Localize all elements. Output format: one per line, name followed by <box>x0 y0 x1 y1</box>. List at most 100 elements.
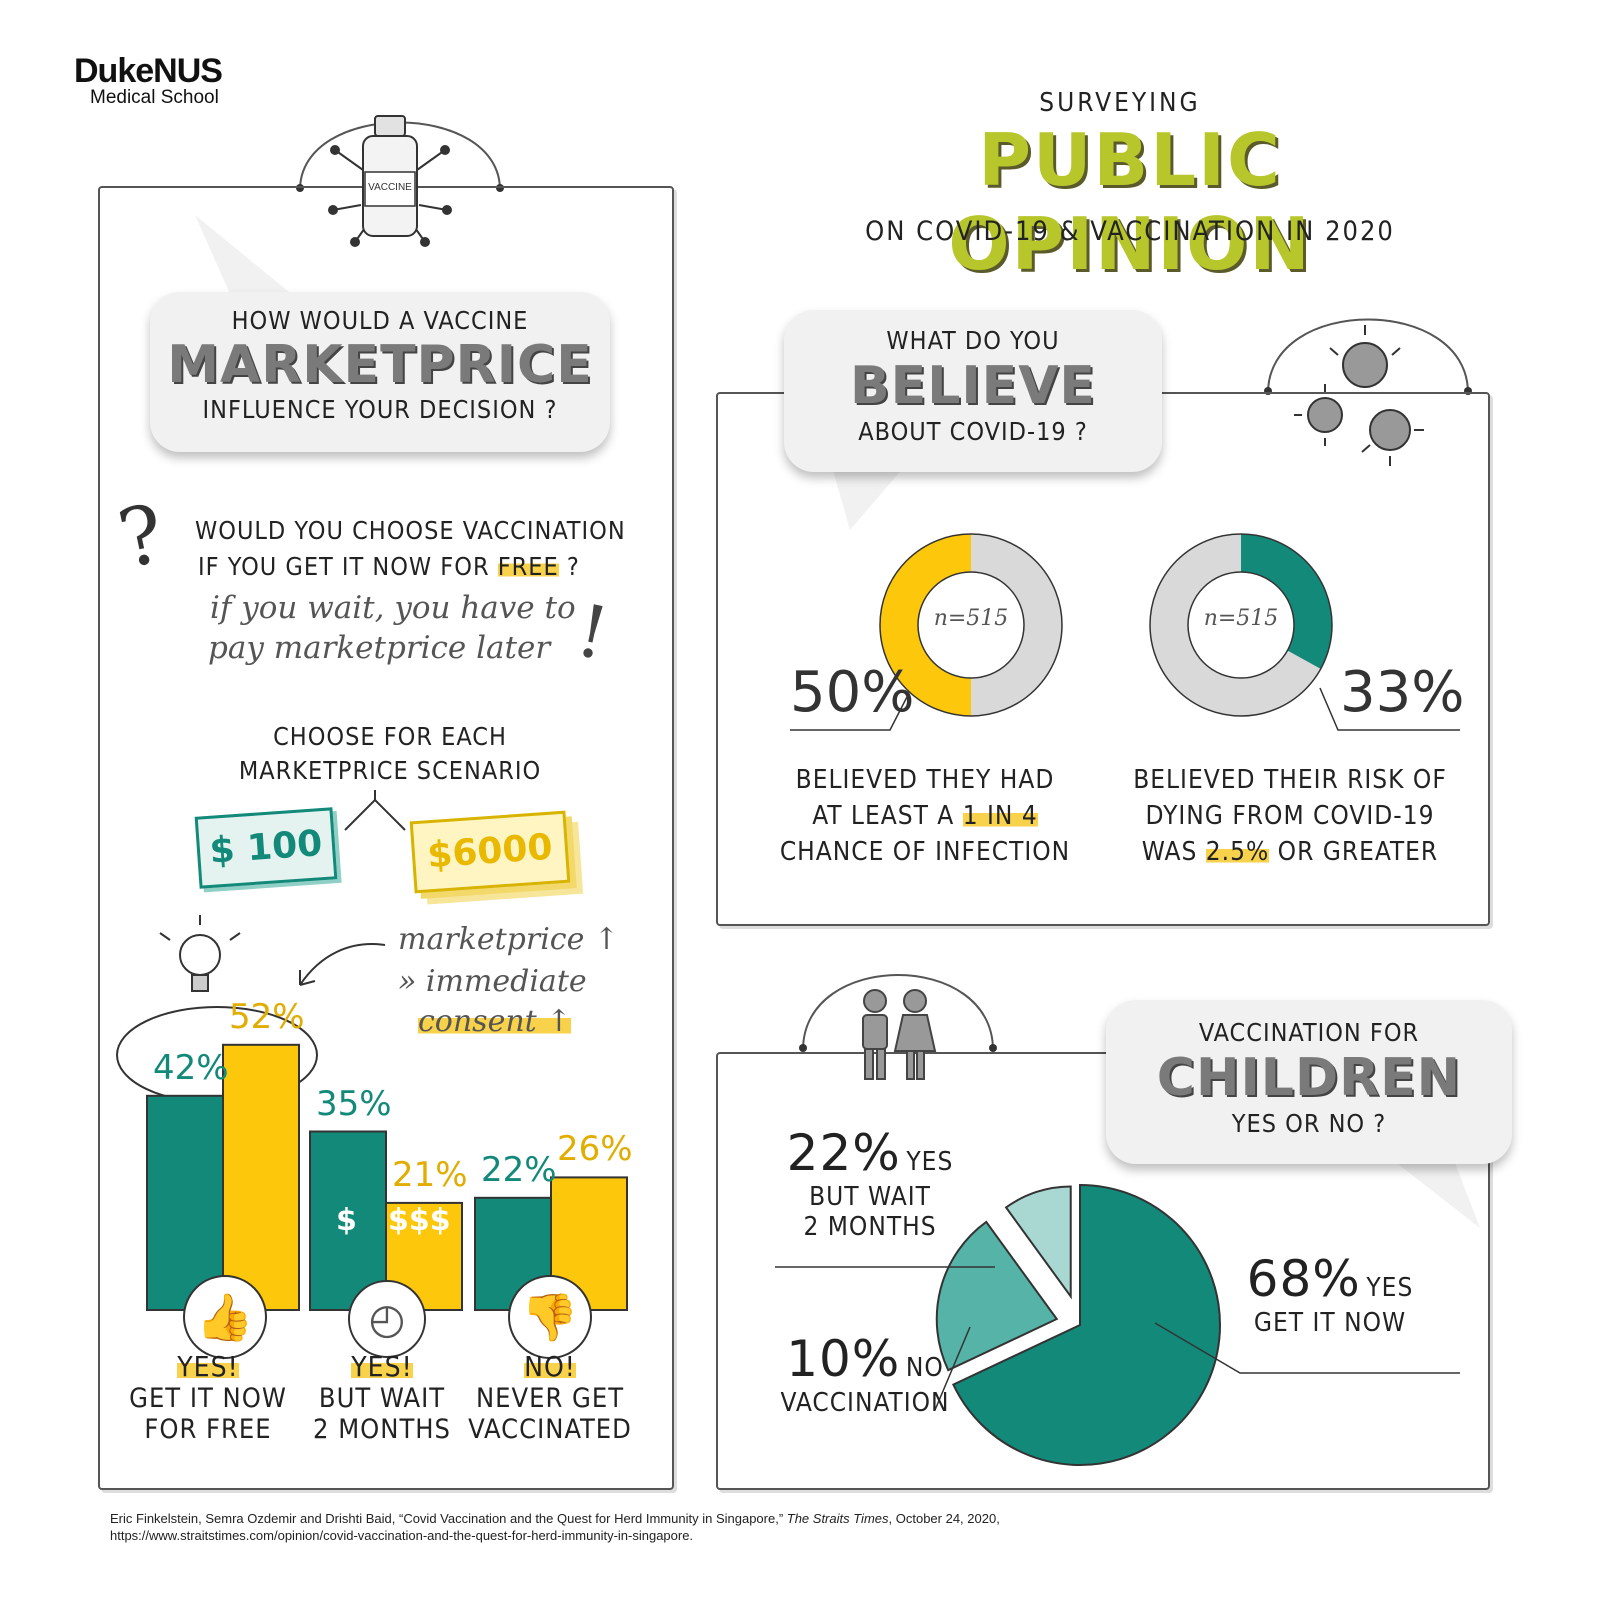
category-line2-1: 2 MONTHS <box>313 1414 451 1445</box>
marketprice-bubble: HOW WOULD A VACCINE MARKETPRICE INFLUENC… <box>150 292 610 452</box>
children-line2: YES OR NO ? <box>1231 1109 1387 1138</box>
question-line2: IF YOU GET IT NOW FOR FREE ? <box>198 552 580 581</box>
no-l2: VACCINATION <box>780 1388 950 1418</box>
note-arrow-icon <box>299 943 386 986</box>
donut-value-arc <box>1240 534 1332 669</box>
no-pct: 10% <box>786 1330 901 1388</box>
question-line2-a: IF YOU GET IT NOW FOR <box>198 552 490 581</box>
price-high-label: $6000 <box>426 826 554 877</box>
children-bubble-tail <box>1380 1150 1480 1228</box>
pie-leader-lines <box>775 1266 1460 1411</box>
no-l1: NO <box>905 1353 944 1383</box>
believe-bubble: WHAT DO YOU BELIEVE ABOUT COVID-19 ? <box>784 310 1162 472</box>
children-line1: VACCINATION FOR <box>1198 1018 1420 1047</box>
infection-donut-chart <box>879 533 1063 717</box>
bar-label-1-0: 35% <box>316 1083 392 1124</box>
thumbs-down-icon: 👎 <box>508 1275 592 1359</box>
bar-1-0 <box>309 1130 387 1311</box>
bar-label-2-0: 22% <box>481 1149 557 1190</box>
category-line2-2: VACCINATED <box>468 1414 632 1445</box>
question-line1: WOULD YOU CHOOSE VACCINATION <box>195 516 626 545</box>
dying-donut-chart <box>1149 533 1333 717</box>
dying-text-line3-c: OR GREATER <box>1277 837 1439 867</box>
choose-line1: CHOOSE FOR EACH <box>273 722 507 751</box>
category-line2-0: FOR FREE <box>144 1414 272 1445</box>
vaccine-bottle-icon <box>328 115 452 247</box>
dying-text: BELIEVED THEIR RISK OF DYING FROM COVID-… <box>1120 762 1460 870</box>
wait-note-line2: pay marketprice later <box>208 630 551 666</box>
dying-pct: 33% <box>1340 660 1465 725</box>
children-big: CHILDREN <box>1156 1048 1462 1108</box>
category-label-1: YES! BUT WAIT 2 MONTHS <box>292 1350 472 1445</box>
marketprice-bubble-line1: HOW WOULD A VACCINE <box>231 306 529 335</box>
donut-outer-ring <box>1149 533 1333 717</box>
donut-leader-lines <box>790 687 1460 731</box>
marketprice-bubble-big: MARKETPRICE <box>167 335 593 395</box>
question-free: FREE <box>497 552 559 581</box>
children-pie-chart <box>935 1183 1221 1466</box>
dying-text-line3-a: WAS <box>1141 837 1198 867</box>
no-label: 10% NO VACCINATION <box>775 1330 955 1418</box>
logo-name: DukeNUS <box>74 52 223 90</box>
yes-now-pct: 68% <box>1246 1250 1361 1308</box>
logo: DukeNUS Medical School <box>74 52 223 109</box>
bar-label-2-1: 26% <box>557 1129 633 1170</box>
dying-text-highlight: 2.5% <box>1205 837 1270 867</box>
believe-line2: ABOUT COVID-19 ? <box>858 417 1088 446</box>
believe-bubble-tail <box>830 460 910 530</box>
citation-authors: Eric Finkelstein, Semra Ozdemir and Dris… <box>110 1511 787 1526</box>
category-label-2: NO! NEVER GET VACCINATED <box>460 1350 640 1445</box>
yes-wait-label: 22% YES BUT WAIT 2 MONTHS <box>780 1124 960 1242</box>
yes-wait-head: 22% YES <box>780 1124 960 1182</box>
virus-icon <box>1294 325 1424 466</box>
dying-text-line1: BELIEVED THEIR RISK OF <box>1133 765 1447 795</box>
dollar-high-mark: $$$ <box>388 1203 451 1238</box>
believe-line1: WHAT DO YOU <box>886 326 1060 355</box>
thumbs-up-icon: 👍 <box>183 1275 267 1359</box>
infection-text-line3: CHANCE OF INFECTION <box>779 837 1071 867</box>
bar-0-1 <box>222 1043 300 1312</box>
page-title: PUBLIC OPINION <box>948 118 1312 286</box>
left-bubble-tail <box>195 215 305 305</box>
citation-source: The Straits Times <box>786 1511 889 1526</box>
price-high-bill: $6000 <box>409 810 571 894</box>
category-line1-1: BUT WAIT <box>318 1383 446 1414</box>
price-bar-chart <box>146 1043 628 1312</box>
vaccine-label: VACCINE <box>368 182 412 193</box>
yes-now-l1: YES <box>1366 1273 1414 1303</box>
infection-text-line2-a: AT LEAST A <box>812 801 955 831</box>
dying-text-line2: DYING FROM COVID-19 <box>1145 801 1435 831</box>
infection-pct: 50% <box>790 660 915 725</box>
category-head-2: NO! <box>524 1350 576 1383</box>
infection-text-highlight: 1 IN 4 <box>962 801 1038 831</box>
children-panel <box>716 1052 1490 1490</box>
yes-wait-l1: YES <box>906 1147 954 1177</box>
yes-now-label: 68% YES GET IT NOW <box>1240 1250 1420 1338</box>
donut-inner-ring <box>1187 571 1295 679</box>
infection-text-line2: AT LEAST A 1 IN 4 <box>760 798 1090 834</box>
category-line1-2: NEVER GET <box>475 1383 625 1414</box>
header-subtitle: ON COVID-19 & VACCINATION IN 2020 <box>865 216 1395 247</box>
right-bottom-arch <box>799 974 997 1052</box>
category-label-0: YES! GET IT NOW FOR FREE <box>118 1350 298 1445</box>
split-arrow-icon <box>344 790 406 831</box>
header-top: SURVEYING <box>1039 88 1201 118</box>
price-low-label: $ 100 <box>208 823 324 872</box>
infection-text: BELIEVED THEY HAD AT LEAST A 1 IN 4 CHAN… <box>760 762 1090 870</box>
citation-line1: Eric Finkelstein, Semra Ozdemir and Dris… <box>110 1510 1110 1527</box>
no-head: 10% NO <box>775 1330 955 1388</box>
pie-slice-0 <box>951 1183 1221 1466</box>
choose-line2: MARKETPRICE SCENARIO <box>238 756 542 785</box>
bar-label-0-1: 52% <box>229 996 305 1037</box>
infection-text-line1: BELIEVED THEY HAD <box>795 765 1055 795</box>
price-low-bill: $ 100 <box>194 807 338 889</box>
citation-url[interactable]: https://www.straitstimes.com/opinion/cov… <box>110 1528 694 1543</box>
yes-wait-l2: BUT WAIT <box>809 1182 931 1212</box>
question-line2-c: ? <box>566 552 580 581</box>
infection-n-label: n=515 <box>933 606 1009 631</box>
yes-wait-l3: 2 MONTHS <box>803 1212 937 1242</box>
donut-inner-ring <box>917 571 1025 679</box>
dollar-low-mark: $ <box>336 1203 357 1238</box>
yes-now-l2: GET IT NOW <box>1253 1308 1407 1338</box>
dying-text-line3: WAS 2.5% OR GREATER <box>1120 834 1460 870</box>
